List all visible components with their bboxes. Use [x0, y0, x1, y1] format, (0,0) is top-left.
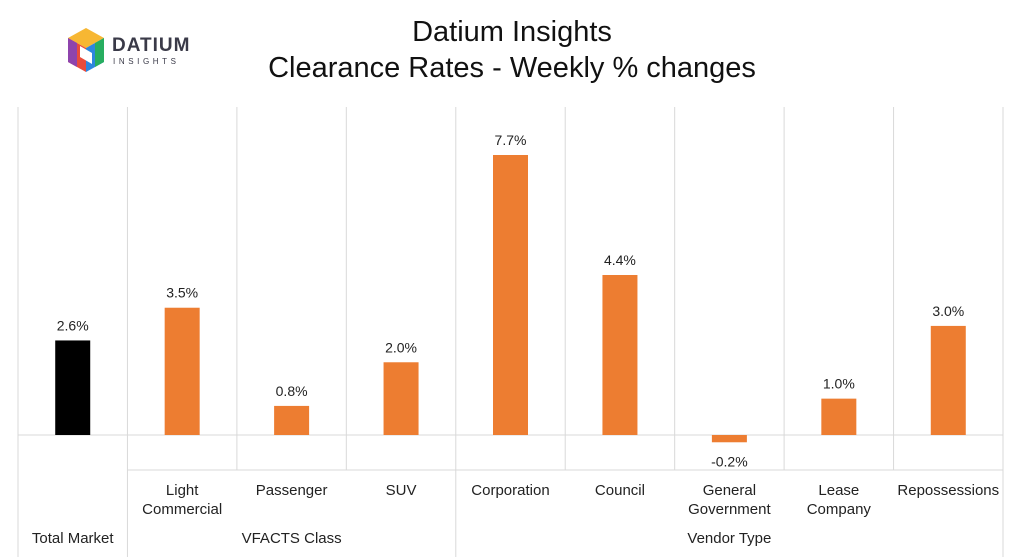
- value-label-passenger: 0.8%: [276, 383, 308, 399]
- category-label-general-government-0: General: [703, 482, 756, 499]
- value-label-repossessions: 3.0%: [932, 303, 964, 319]
- bar-lease-company: [821, 398, 857, 435]
- category-label-repossessions-0: Repossessions: [897, 482, 999, 499]
- chart-header: DATIUM INSIGHTS Datium Insights Clearanc…: [0, 0, 1024, 100]
- category-label-lease-company-1: Company: [807, 501, 872, 518]
- value-label-suv: 2.0%: [385, 339, 417, 355]
- chart-title: Datium Insights: [412, 16, 612, 48]
- category-label-council-0: Council: [595, 482, 645, 499]
- category-label-light-commercial-0: Light: [166, 482, 199, 499]
- group-label-vfacts-class: VFACTS Class: [242, 530, 342, 547]
- value-label-total-market: 2.6%: [57, 317, 89, 333]
- group-label-total-market: Total Market: [32, 530, 115, 547]
- chart-subtitle: Clearance Rates - Weekly % changes: [268, 52, 756, 84]
- group-label-vendor-type: Vendor Type: [687, 530, 771, 547]
- category-label-passenger-0: Passenger: [256, 482, 328, 499]
- bar-suv: [383, 362, 419, 435]
- logo-wordmark: DATIUM: [112, 35, 191, 56]
- value-label-general-government: -0.2%: [711, 453, 748, 469]
- category-label-lease-company-0: Lease: [818, 482, 859, 499]
- bar-corporation: [493, 155, 528, 435]
- category-label-corporation-0: Corporation: [471, 482, 549, 499]
- bar-passenger: [274, 405, 310, 435]
- bar-council: [602, 275, 638, 435]
- value-label-council: 4.4%: [604, 252, 636, 268]
- logo-subtitle: INSIGHTS: [113, 57, 180, 66]
- value-label-lease-company: 1.0%: [823, 376, 855, 392]
- category-label-general-government-1: Government: [688, 501, 771, 518]
- chart-titles: Datium Insights Clearance Rates - Weekly…: [212, 14, 812, 86]
- category-label-suv-0: SUV: [386, 482, 417, 499]
- bar-light-commercial: [164, 307, 200, 435]
- value-label-light-commercial: 3.5%: [166, 285, 198, 301]
- logo-cube-icon: [68, 28, 104, 72]
- bar-repossessions: [930, 325, 966, 435]
- bar-general-government: [711, 435, 747, 443]
- value-label-corporation: 7.7%: [495, 132, 527, 148]
- bar-total-market: [55, 340, 91, 435]
- category-label-light-commercial-1: Commercial: [142, 501, 222, 518]
- datium-logo: DATIUM INSIGHTS: [66, 26, 206, 78]
